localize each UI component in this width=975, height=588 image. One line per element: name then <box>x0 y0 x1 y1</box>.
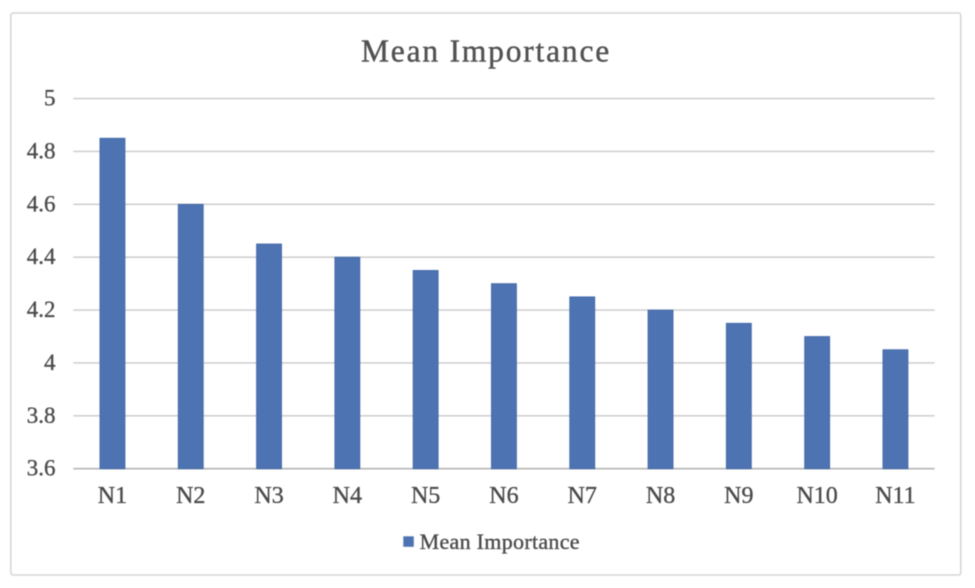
svg-text:N10: N10 <box>796 483 837 509</box>
svg-text:N2: N2 <box>176 483 205 509</box>
svg-text:N7: N7 <box>568 483 597 509</box>
svg-text:N1: N1 <box>98 483 127 509</box>
svg-text:4: 4 <box>44 350 56 375</box>
svg-text:Mean Importance: Mean Importance <box>420 529 580 554</box>
svg-text:4.6: 4.6 <box>27 191 56 216</box>
svg-text:5: 5 <box>44 86 56 111</box>
svg-text:N5: N5 <box>411 483 440 509</box>
svg-text:N9: N9 <box>724 483 753 509</box>
svg-text:4.2: 4.2 <box>27 297 56 322</box>
svg-text:N8: N8 <box>646 483 675 509</box>
svg-text:N3: N3 <box>254 483 283 509</box>
svg-text:3.8: 3.8 <box>27 403 56 428</box>
svg-text:3.6: 3.6 <box>27 456 56 481</box>
svg-text:N6: N6 <box>489 483 518 509</box>
svg-text:N11: N11 <box>875 483 915 509</box>
svg-text:4.4: 4.4 <box>27 244 56 269</box>
svg-text:4.8: 4.8 <box>27 138 56 163</box>
svg-text:N4: N4 <box>333 483 362 509</box>
svg-text:Mean Importance: Mean Importance <box>361 34 611 69</box>
